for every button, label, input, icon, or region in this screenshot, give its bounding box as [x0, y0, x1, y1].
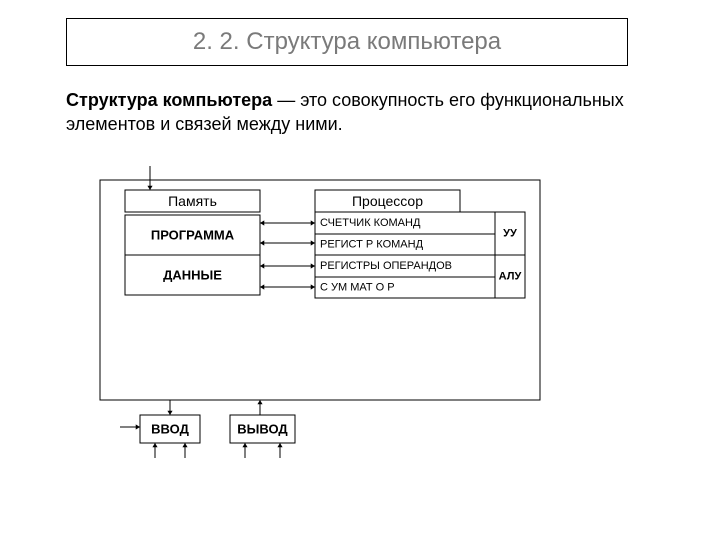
svg-text:С УМ МАТ О Р: С УМ МАТ О Р: [320, 282, 395, 294]
svg-text:СЧЕТЧИК КОМАНД: СЧЕТЧИК КОМАНД: [320, 217, 421, 229]
svg-text:АЛУ: АЛУ: [499, 271, 522, 283]
svg-text:УУ: УУ: [503, 228, 517, 240]
definition-paragraph: Структура компьютера — это совокупность …: [66, 88, 626, 137]
title-text: 2. 2. Структура компьютера: [193, 28, 501, 56]
svg-text:ДАННЫЕ: ДАННЫЕ: [163, 268, 222, 283]
svg-text:ВЫВОД: ВЫВОД: [237, 422, 288, 437]
svg-text:Память: Память: [168, 193, 217, 209]
svg-text:РЕГИСТ Р КОМАНД: РЕГИСТ Р КОМАНД: [320, 239, 424, 251]
computer-structure-diagram: Память ПРОГРАММА ДАННЫЕ Процессор СЧЕТЧИК КО…: [90, 160, 630, 460]
svg-text:РЕГИСТРЫ ОПЕРАНДОВ: РЕГИСТРЫ ОПЕРАНДОВ: [320, 260, 452, 272]
svg-text:ПРОГРАММА: ПРОГРАММА: [151, 228, 235, 243]
svg-text:ВВОД: ВВОД: [151, 422, 189, 437]
definition-bold: Структура компьютера: [66, 90, 272, 110]
svg-text:Процессор: Процессор: [352, 193, 423, 209]
title-box: 2. 2. Структура компьютера: [66, 18, 628, 66]
